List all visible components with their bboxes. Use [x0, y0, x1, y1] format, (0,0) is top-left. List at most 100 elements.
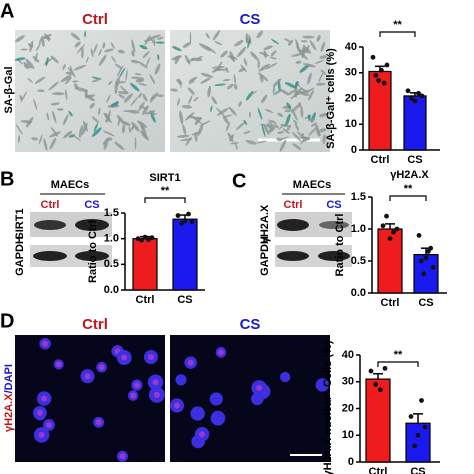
- nucleus: [175, 374, 187, 386]
- y-tick-label: 10: [345, 118, 357, 130]
- cell: [260, 123, 274, 128]
- cell: [145, 56, 151, 67]
- cell: [257, 60, 260, 69]
- data-point: [146, 237, 151, 243]
- cell: [106, 94, 111, 103]
- cell: [62, 64, 66, 71]
- cell: [188, 76, 198, 83]
- y-axis-label: SA-β-Gal⁺ cells (%): [325, 48, 337, 149]
- cell: [139, 44, 148, 50]
- data-point: [430, 265, 436, 270]
- data-point: [391, 229, 396, 235]
- foci: [41, 395, 48, 402]
- cell: [237, 46, 247, 58]
- cell: [155, 41, 165, 44]
- cell: [229, 134, 234, 142]
- foci: [153, 391, 160, 398]
- cell: [135, 78, 145, 83]
- cell: [259, 75, 264, 83]
- data-point: [380, 223, 386, 229]
- data-point: [373, 72, 379, 78]
- cell: [191, 131, 200, 136]
- column-label: Ctrl: [82, 11, 108, 28]
- y-tick-label: 20: [342, 402, 354, 414]
- y-tick-label: 1.0: [104, 233, 119, 245]
- cell: [19, 94, 23, 101]
- cell: [130, 82, 140, 92]
- cell: [76, 43, 85, 54]
- cell: [149, 109, 155, 116]
- data-point: [142, 234, 148, 240]
- cell: [279, 88, 290, 96]
- cell: [138, 82, 147, 86]
- cell: [118, 67, 126, 79]
- bar: [403, 95, 427, 151]
- data-point: [387, 236, 393, 242]
- cell: [319, 128, 327, 133]
- significance: **: [394, 349, 403, 361]
- foci: [95, 419, 102, 426]
- cell: [286, 89, 297, 96]
- data-point: [384, 213, 389, 219]
- x-tick-label: CS: [410, 466, 425, 474]
- y-axis-label: γH2A.X nuclear⁺ Cells (%): [322, 340, 334, 474]
- row-label-part: /DAPI: [3, 364, 15, 393]
- cell: [214, 41, 223, 46]
- cell: [319, 55, 328, 59]
- cell: [193, 117, 204, 125]
- cell: [104, 48, 114, 53]
- y-axis-label: Ratio to Ctrl: [334, 214, 346, 277]
- cell: [277, 136, 289, 141]
- cell: [26, 116, 34, 128]
- cell-label: MAECs: [51, 179, 90, 191]
- cell: [98, 48, 102, 56]
- chart-title: γH2A.X: [390, 169, 429, 181]
- cell: [270, 50, 277, 57]
- cell: [315, 124, 321, 137]
- cell: [71, 133, 82, 142]
- cell: [294, 122, 300, 131]
- cell: [214, 83, 226, 86]
- cell: [320, 69, 326, 75]
- y-tick-label: 30: [345, 67, 357, 79]
- cell: [65, 71, 74, 75]
- cell: [179, 110, 184, 125]
- x-tick-label: Ctrl: [381, 297, 400, 309]
- cell: [233, 74, 237, 84]
- cell: [149, 34, 161, 40]
- cell: [157, 36, 164, 40]
- cell: [14, 57, 26, 61]
- y-tick-label: 40: [345, 41, 357, 53]
- cell: [70, 65, 73, 75]
- cell: [122, 110, 134, 112]
- cell: [235, 142, 238, 151]
- y-tick-label: 1.0: [351, 223, 366, 235]
- significance-bracket: [377, 361, 419, 367]
- data-point: [418, 258, 424, 264]
- cell: [150, 37, 155, 45]
- data-point: [379, 67, 384, 73]
- data-point: [179, 220, 184, 226]
- cell: [114, 63, 123, 70]
- cell: [93, 43, 98, 54]
- cell: [134, 73, 142, 76]
- cell: [81, 47, 84, 59]
- cell: [280, 123, 289, 127]
- cell: [256, 30, 264, 39]
- cell: [142, 93, 148, 102]
- cell: [296, 41, 300, 49]
- cell: [228, 106, 237, 116]
- significance: **: [161, 185, 170, 197]
- cell: [114, 141, 125, 151]
- band: [75, 219, 109, 231]
- cell: [130, 96, 139, 107]
- data-point: [189, 219, 195, 225]
- cell: [307, 118, 316, 122]
- row-label: GAPDH: [14, 236, 26, 276]
- cell: [285, 113, 291, 127]
- data-point: [415, 432, 421, 438]
- cell: [119, 85, 129, 94]
- cell: [211, 66, 225, 69]
- cell: [248, 111, 251, 118]
- data-point: [423, 255, 429, 261]
